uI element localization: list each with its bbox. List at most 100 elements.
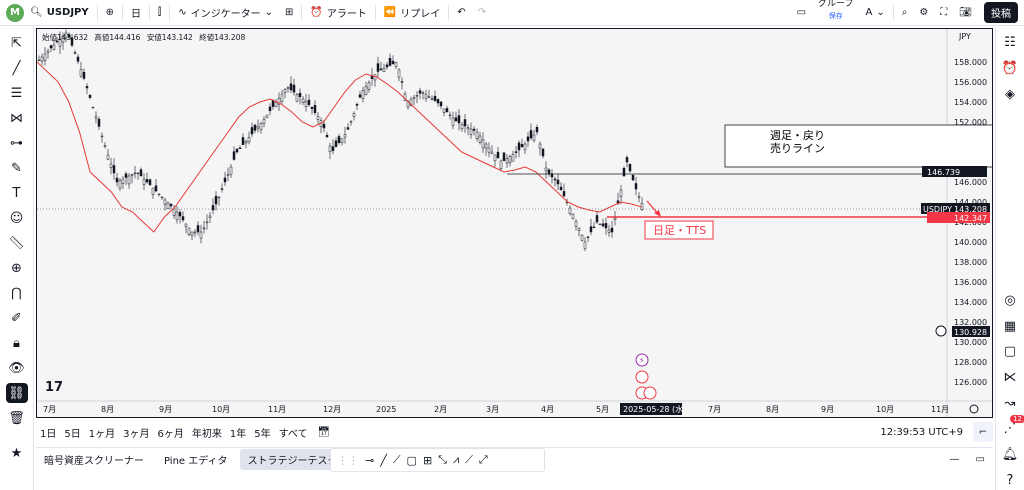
moving-average-line	[36, 61, 643, 233]
grid-tool-icon[interactable]: ⊞	[422, 453, 433, 467]
minimize-panel-icon[interactable]: —	[949, 454, 960, 465]
candle-body	[517, 142, 521, 151]
event-dividend-icon[interactable]	[643, 386, 657, 400]
price-chart[interactable]: 158.000156.000154.000152.000150.000148.0…	[36, 29, 996, 417]
axis-settings-icon[interactable]	[969, 404, 979, 414]
info-line-icon[interactable]: ⟋	[392, 453, 401, 466]
strategy-icon[interactable]: ⋉	[1003, 370, 1017, 386]
layouts-button[interactable]: ⊞	[279, 0, 299, 26]
feed-icon[interactable]: ⋰ 12	[999, 415, 1024, 439]
open-value: 始値143.632	[42, 32, 88, 42]
forecast-icon[interactable]: ⊶	[10, 135, 23, 151]
horizontal-ray-icon[interactable]: ⊸	[365, 453, 375, 467]
range-button[interactable]: 5日	[64, 428, 81, 440]
candle-body	[247, 137, 251, 143]
range-button[interactable]: 1ヶ月	[88, 428, 116, 440]
event-flag-icon[interactable]	[635, 370, 649, 384]
link-icon[interactable]: ⛓	[5, 383, 28, 403]
indicators-button[interactable]: ∿ インジケーター ⌄	[172, 0, 279, 26]
candle-body	[349, 121, 353, 123]
range-button[interactable]: すべて	[278, 428, 308, 440]
settings-button[interactable]: ⚙	[913, 0, 934, 26]
zigzag-tool-icon[interactable]: ⩘	[452, 453, 460, 466]
zigzag-icon[interactable]: ↝	[1004, 395, 1016, 411]
pattern-icon[interactable]: ⋈	[10, 110, 23, 126]
snapshot-button[interactable]: 📷︎	[953, 0, 978, 26]
chart-type-button[interactable]: ⫿	[152, 0, 167, 26]
chart-area[interactable]: 158.000156.000154.000152.000150.000148.0…	[36, 28, 996, 418]
weekly-annotation-box[interactable]	[724, 124, 996, 168]
font-toggle[interactable]: A ⌄	[859, 0, 890, 26]
post-button[interactable]: 投稿	[984, 2, 1018, 23]
lock-brush-icon[interactable]: ✐	[11, 310, 22, 326]
candle-body	[313, 105, 317, 113]
trendline-icon[interactable]: ╱	[12, 60, 21, 76]
watchlist-icon[interactable]: ☷	[1004, 35, 1016, 51]
x-tick-label: 9月	[821, 405, 834, 414]
event-lightning-icon[interactable]	[635, 353, 649, 367]
panel-tab[interactable]: ストラテジーテスター	[239, 449, 356, 470]
candle-body	[430, 98, 434, 100]
chat-icon[interactable]: ▢	[1003, 344, 1017, 360]
interval-button[interactable]: 日	[131, 9, 142, 20]
help-icon[interactable]: ?	[1006, 472, 1014, 488]
path-icon[interactable]: ⤡	[438, 453, 447, 466]
ruler-icon[interactable]: 📏︎	[8, 235, 25, 251]
zoom-icon[interactable]: ⊕	[11, 260, 22, 276]
bell-icon[interactable]: 🔔︎	[1001, 446, 1019, 462]
trendline-tool-icon[interactable]: ╱	[380, 453, 387, 467]
range-button[interactable]: 5年	[254, 428, 271, 440]
maximize-panel-icon[interactable]: ▭	[975, 454, 985, 465]
replay-button[interactable]: ⏪ リプレイ	[378, 0, 446, 26]
currency-label[interactable]: JPY	[958, 32, 971, 41]
quick-search-button[interactable]: ⌕	[896, 0, 914, 26]
candle-body	[61, 35, 65, 43]
fib-icon[interactable]: ☰	[10, 85, 23, 101]
add-price-icon[interactable]	[935, 325, 947, 337]
symbol-search[interactable]: 🔍︎ USDJPY	[24, 0, 95, 26]
range-button[interactable]: 1日	[40, 428, 57, 440]
line-tool-icon[interactable]: ⟋	[465, 453, 473, 466]
range-button[interactable]: 1年	[229, 428, 247, 440]
star-icon[interactable]: ★	[10, 445, 23, 461]
clock-label[interactable]: 12:39:53 UTC+9	[880, 426, 963, 438]
magnet-icon[interactable]: ⋂	[11, 285, 22, 301]
eye-icon[interactable]: 👁︎	[8, 360, 25, 376]
lock-icon[interactable]: 🔒︎	[13, 335, 20, 351]
undo-button[interactable]: ↶	[451, 0, 471, 26]
text-icon[interactable]: T	[12, 185, 21, 201]
range-button[interactable]: 年初来	[191, 428, 222, 440]
target-icon[interactable]: ◎	[1004, 293, 1016, 309]
drag-handle-icon[interactable]: ⋮⋮	[337, 453, 359, 467]
candle-body	[607, 229, 611, 233]
alarm-clock-icon[interactable]: ⏰	[1001, 60, 1019, 76]
x-axis[interactable]: 7月8月9月10月11月12月20252月3月4月5月6月7月8月9月10月11…	[43, 405, 949, 414]
redo-button[interactable]: ↷	[472, 0, 492, 26]
trash-icon[interactable]: 🗑︎	[8, 410, 25, 426]
layout-toggle[interactable]: ▭	[791, 0, 812, 26]
collapse-icon[interactable]: ⌐	[973, 422, 993, 442]
avatar[interactable]: M	[6, 3, 24, 22]
candle-body	[172, 208, 176, 216]
layers-icon[interactable]: ◈	[1005, 86, 1015, 102]
right-sidebar: ☷ ⏰ ◈ ◎ ▦ ▢ ⋉ ↝ ⋰ 12 🔔︎ ?	[995, 27, 1024, 490]
compare-button[interactable]: ⊕	[100, 0, 120, 26]
panel-tab[interactable]: 暗号資産スクリーナー	[44, 456, 144, 467]
group-button[interactable]: グループ 保存	[812, 0, 859, 26]
fullscreen-button[interactable]: ⛶	[934, 0, 953, 26]
brush-icon[interactable]: ✎	[11, 160, 22, 176]
range-button[interactable]: 3ヶ月	[123, 428, 150, 440]
cursor-icon[interactable]: ⇱	[11, 35, 22, 51]
calendar-range-icon[interactable]: 📅︎	[317, 426, 331, 438]
range-button[interactable]: 6ヶ月	[157, 428, 184, 440]
candle-body	[115, 177, 119, 183]
emoji-icon[interactable]: ☺	[9, 210, 24, 226]
dotted-line-icon[interactable]: ⤢	[478, 453, 488, 466]
daily-annotation-box[interactable]	[644, 220, 714, 240]
drawing-toolbar: ⇱ ╱ ☰ ⋈ ⊶ ✎ T ☺ 📏︎ ⊕ ⋂ ✐ 🔒︎ 👁︎ ⛓ 🗑︎ ★	[0, 27, 34, 490]
panel-tab[interactable]: Pine エディタ	[164, 456, 228, 467]
calendar-icon[interactable]: ▦	[1003, 318, 1017, 334]
candle-body	[136, 172, 140, 175]
rectangle-icon[interactable]: ▢	[406, 453, 417, 467]
alert-button[interactable]: ⏰ アラート	[304, 0, 372, 26]
